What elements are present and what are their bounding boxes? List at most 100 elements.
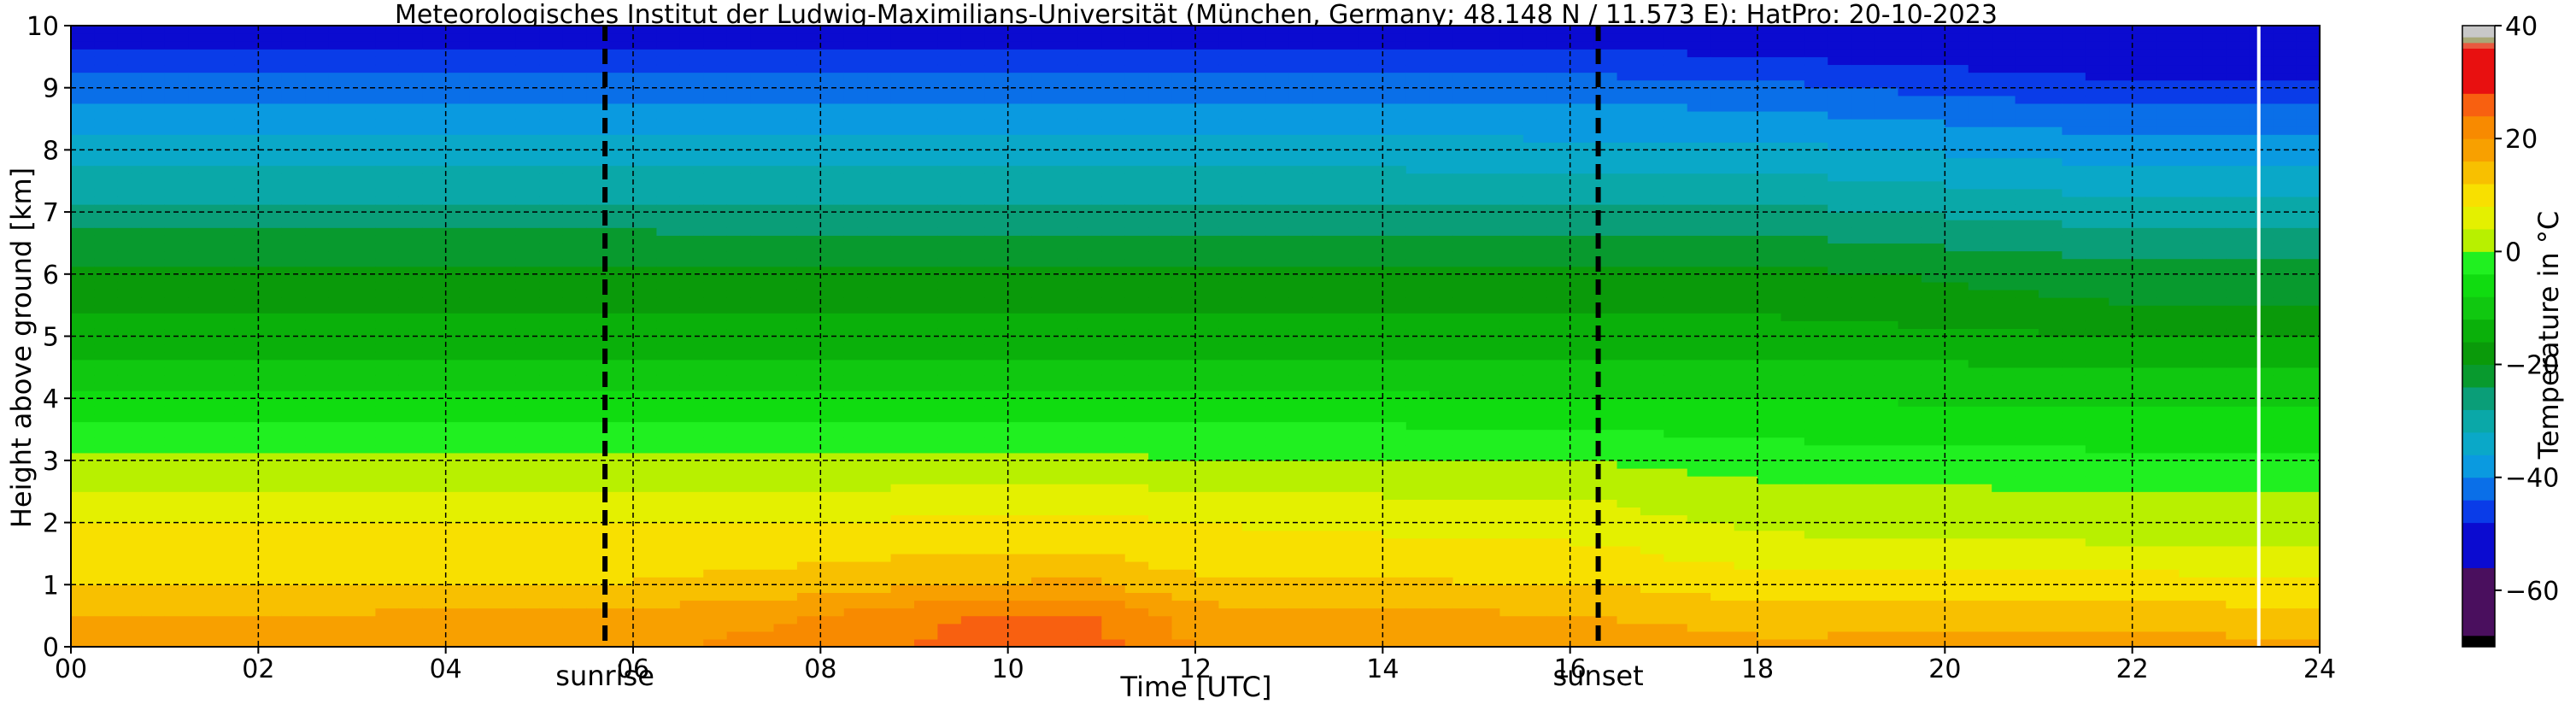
- heatmap-cell: [960, 87, 985, 97]
- heatmap-cell: [820, 359, 845, 368]
- heatmap-cell: [984, 530, 1009, 539]
- heatmap-cell: [1171, 173, 1196, 182]
- heatmap-cell: [1148, 235, 1173, 244]
- heatmap-cell: [703, 266, 728, 275]
- heatmap-cell: [1195, 150, 1220, 159]
- heatmap-cell: [94, 79, 119, 89]
- heatmap-cell: [609, 196, 634, 205]
- heatmap-cell: [1499, 406, 1524, 414]
- heatmap-cell: [726, 351, 751, 361]
- heatmap-cell: [1195, 507, 1220, 516]
- heatmap-cell: [234, 398, 259, 407]
- heatmap-cell: [398, 297, 423, 306]
- heatmap-cell: [1007, 561, 1032, 570]
- heatmap-cell: [750, 437, 775, 446]
- heatmap-cell: [1499, 584, 1524, 593]
- heatmap-cell: [398, 476, 423, 484]
- heatmap-cell: [796, 343, 821, 353]
- heatmap-cell: [1124, 545, 1149, 554]
- heatmap-cell: [188, 444, 213, 454]
- heatmap-cell: [703, 305, 728, 314]
- heatmap-cell: [305, 87, 330, 97]
- heatmap-cell: [1031, 561, 1056, 570]
- heatmap-cell: [1429, 320, 1454, 330]
- heatmap-cell: [328, 592, 353, 601]
- heatmap-cell: [492, 72, 517, 81]
- heatmap-cell: [586, 484, 611, 492]
- heatmap-cell: [352, 212, 377, 220]
- heatmap-cell: [609, 273, 634, 283]
- heatmap-cell: [843, 623, 868, 632]
- heatmap-cell: [141, 336, 166, 345]
- heatmap-cell: [281, 584, 306, 593]
- heatmap-cell: [281, 484, 306, 492]
- heatmap-cell: [1077, 638, 1102, 648]
- heatmap-cell: [1358, 281, 1383, 290]
- heatmap-cell: [890, 243, 915, 252]
- heatmap-cell: [1101, 305, 1126, 314]
- heatmap-cell: [1265, 243, 1290, 252]
- heatmap-cell: [515, 390, 540, 399]
- heatmap-cell: [94, 343, 119, 353]
- heatmap-cell: [1382, 491, 1407, 500]
- heatmap-cell: [586, 467, 611, 477]
- heatmap-cell: [726, 367, 751, 376]
- heatmap-cell: [1523, 638, 1547, 648]
- heatmap-cell: [1171, 26, 1196, 34]
- heatmap-cell: [1499, 452, 1524, 461]
- heatmap-cell: [1476, 79, 1501, 89]
- heatmap-cell: [1335, 553, 1360, 562]
- heatmap-cell: [843, 273, 868, 283]
- heatmap-cell: [1476, 297, 1501, 306]
- heatmap-cell: [609, 553, 634, 562]
- heatmap-cell: [914, 584, 939, 593]
- heatmap-cell: [1523, 499, 1547, 508]
- heatmap-cell: [94, 607, 119, 617]
- heatmap-cell: [539, 150, 564, 159]
- heatmap-cell: [328, 150, 353, 159]
- heatmap-cell: [1241, 561, 1266, 570]
- heatmap-cell: [375, 437, 400, 446]
- heatmap-cell: [1429, 165, 1454, 174]
- heatmap-cell: [422, 289, 447, 298]
- heatmap-cell: [1312, 204, 1337, 213]
- heatmap-cell: [1452, 491, 1477, 500]
- heatmap-cell: [656, 250, 681, 260]
- heatmap-cell: [398, 421, 423, 431]
- heatmap-cell: [750, 157, 775, 167]
- heatmap-cell: [305, 196, 330, 205]
- heatmap-cell: [773, 126, 798, 135]
- heatmap-cell: [1265, 484, 1290, 492]
- heatmap-cell: [1452, 638, 1477, 648]
- heatmap-cell: [1218, 351, 1243, 361]
- heatmap-cell: [1148, 553, 1173, 562]
- heatmap-cell: [164, 250, 189, 260]
- heatmap-cell: [796, 491, 821, 500]
- heatmap-cell: [1171, 383, 1196, 391]
- heatmap-cell: [515, 553, 540, 562]
- heatmap-cell: [305, 561, 330, 570]
- heatmap-cell: [1195, 414, 1220, 423]
- heatmap-cell: [1452, 212, 1477, 220]
- heatmap-cell: [515, 429, 540, 438]
- heatmap-cell: [352, 266, 377, 275]
- heatmap-cell: [328, 638, 353, 648]
- heatmap-cell: [305, 26, 330, 34]
- heatmap-cell: [515, 220, 540, 228]
- heatmap-cell: [1031, 313, 1056, 321]
- heatmap-cell: [234, 507, 259, 516]
- heatmap-cell: [820, 64, 845, 73]
- heatmap-cell: [234, 491, 259, 500]
- heatmap-cell: [796, 592, 821, 601]
- heatmap-cell: [328, 561, 353, 570]
- heatmap-cell: [117, 126, 142, 135]
- heatmap-cell: [1054, 157, 1079, 167]
- heatmap-cell: [820, 266, 845, 275]
- heatmap-cell: [867, 320, 892, 330]
- heatmap-cell: [914, 607, 939, 617]
- heatmap-cell: [937, 56, 962, 66]
- heatmap-cell: [820, 119, 845, 127]
- heatmap-cell: [796, 390, 821, 399]
- heatmap-cell: [1358, 289, 1383, 298]
- heatmap-cell: [633, 72, 658, 81]
